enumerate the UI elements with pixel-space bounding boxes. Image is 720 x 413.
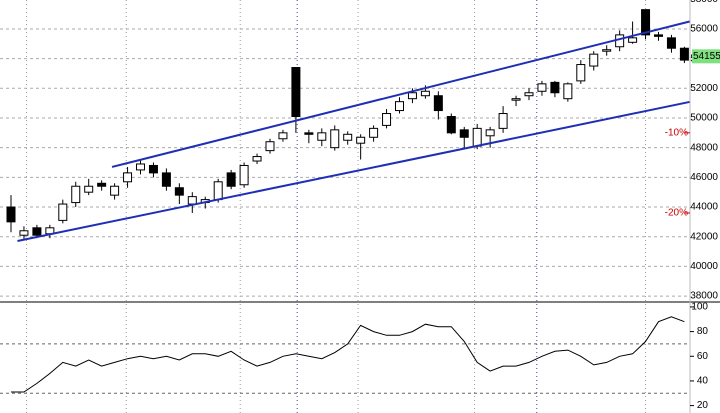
candle-body bbox=[433, 95, 443, 112]
candle-body bbox=[537, 83, 547, 92]
last-price-label: 54155 bbox=[693, 51, 720, 62]
y-tick-label: 44000 bbox=[690, 202, 718, 213]
annotation-label: -10% bbox=[665, 127, 688, 138]
y-tick-label: 100 bbox=[691, 302, 708, 313]
candle-body bbox=[6, 206, 16, 223]
candle-body bbox=[226, 172, 236, 187]
candle-body bbox=[407, 92, 417, 100]
trend-line bbox=[111, 20, 690, 168]
candle-body bbox=[174, 187, 184, 196]
candle-body bbox=[459, 129, 469, 138]
candle-body bbox=[511, 98, 521, 101]
candle-body bbox=[123, 172, 133, 183]
y-tick-label: 42000 bbox=[690, 231, 718, 242]
candle-body bbox=[265, 141, 275, 152]
candle-body bbox=[110, 185, 120, 196]
candle-body bbox=[654, 34, 663, 37]
candle-body bbox=[19, 230, 29, 236]
candle-body bbox=[32, 227, 42, 236]
candle-body bbox=[330, 129, 340, 149]
candle-body bbox=[472, 127, 482, 147]
candle-body bbox=[71, 185, 81, 204]
candle-body bbox=[343, 133, 353, 141]
candle-body bbox=[679, 47, 689, 61]
annotation-label: -20% bbox=[665, 208, 688, 219]
candle-body bbox=[84, 185, 94, 193]
candle-body bbox=[187, 196, 197, 205]
candle-body bbox=[485, 129, 495, 137]
candle-body bbox=[239, 164, 249, 186]
y-tick-label: 58000 bbox=[690, 0, 718, 5]
candle-body bbox=[550, 81, 560, 94]
y-tick-label: 52000 bbox=[690, 83, 718, 94]
candle-body bbox=[252, 156, 262, 162]
candle-body bbox=[382, 113, 392, 126]
candle-body bbox=[666, 37, 676, 49]
candle-body bbox=[524, 92, 534, 97]
candle-body bbox=[369, 127, 379, 138]
candle-body bbox=[576, 64, 586, 82]
candle-body bbox=[498, 113, 508, 129]
y-tick-label: 60 bbox=[697, 351, 709, 362]
candle-body bbox=[563, 83, 573, 100]
candle-body bbox=[395, 101, 404, 112]
candle-body bbox=[446, 115, 456, 134]
y-tick-label: 20 bbox=[697, 400, 709, 411]
candle-body bbox=[58, 203, 68, 221]
candle-body bbox=[628, 37, 638, 43]
candle-body bbox=[161, 172, 171, 187]
candle-body bbox=[136, 163, 145, 171]
candle-body bbox=[213, 181, 223, 201]
candle-body bbox=[641, 9, 651, 36]
candle-body bbox=[148, 164, 158, 174]
candle-body bbox=[291, 67, 301, 117]
y-tick-label: 80 bbox=[697, 326, 709, 337]
candle-body bbox=[420, 90, 430, 97]
trend-line bbox=[17, 100, 690, 242]
candle-body bbox=[602, 49, 612, 52]
y-tick-label: 38000 bbox=[690, 291, 718, 302]
candle-body bbox=[97, 182, 107, 187]
y-tick-label: 56000 bbox=[690, 24, 718, 35]
candle-body bbox=[304, 132, 314, 135]
last-price-box bbox=[692, 49, 720, 64]
y-tick-label: 48000 bbox=[690, 142, 718, 153]
candle-body bbox=[589, 53, 599, 67]
candle-body bbox=[278, 132, 288, 140]
y-tick-label: 50000 bbox=[690, 113, 718, 124]
oscillator-line bbox=[11, 316, 685, 393]
candle-body bbox=[356, 136, 366, 144]
candle-body bbox=[317, 132, 327, 141]
y-tick-label: 40000 bbox=[690, 261, 718, 272]
y-tick-label: 40 bbox=[697, 376, 709, 387]
y-tick-label: 46000 bbox=[690, 172, 718, 183]
